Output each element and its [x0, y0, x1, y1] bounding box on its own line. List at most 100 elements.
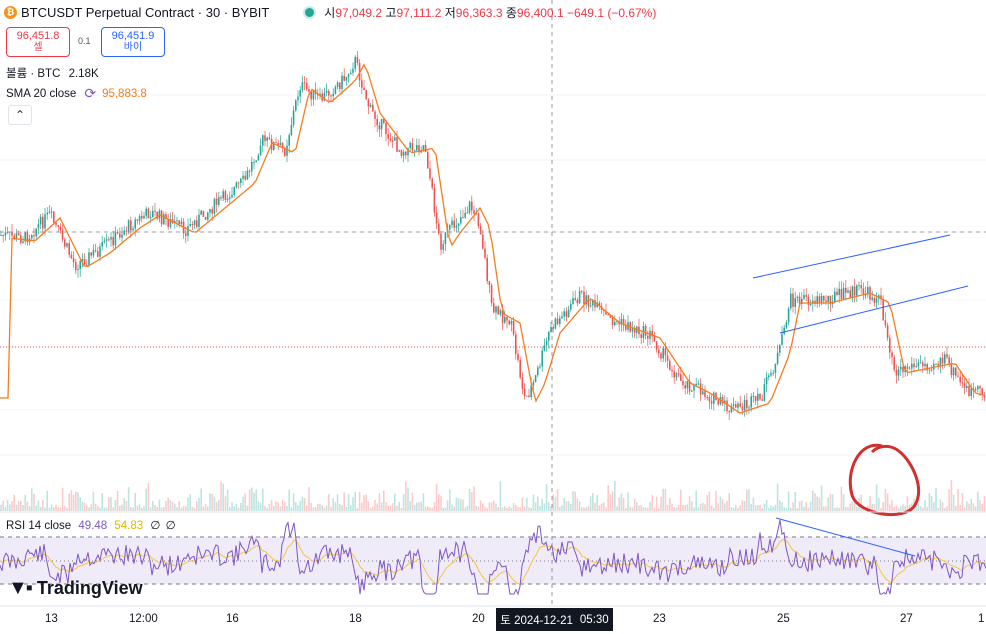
volume-bar	[585, 507, 587, 511]
candle-body	[57, 224, 59, 227]
volume-bar	[825, 506, 827, 511]
candle-body	[596, 302, 598, 308]
volume-bar	[290, 507, 293, 511]
volume-bar	[594, 502, 596, 511]
volume-bar	[567, 501, 570, 511]
candle-body	[897, 369, 900, 376]
volume-bar	[35, 505, 37, 511]
candle-body	[908, 368, 911, 370]
x-axis-label: 25	[777, 613, 790, 625]
candle-body	[246, 170, 249, 180]
tradingview-logo-text: TradingView	[36, 578, 143, 598]
volume-bar	[517, 506, 519, 511]
sma-value: 95,883.8	[102, 87, 147, 100]
candle-body	[202, 210, 205, 217]
volume-bar	[405, 481, 407, 511]
volume-bar	[407, 487, 409, 511]
volume-bar	[792, 502, 794, 511]
volume-bar	[930, 495, 933, 511]
candle-body	[132, 228, 134, 231]
volume-bar	[686, 504, 689, 511]
candle-body	[435, 212, 438, 224]
volume-bar	[48, 507, 51, 511]
volume-bar	[358, 491, 361, 511]
candle-body	[957, 375, 959, 377]
candle-body	[178, 220, 180, 224]
candle-body	[653, 336, 656, 342]
tradingview-logo[interactable]: ▼▪ TradingView	[8, 577, 143, 600]
candle-body	[123, 230, 125, 235]
volume-bar	[264, 505, 266, 511]
volume-bar	[191, 506, 194, 511]
volume-bar	[378, 493, 381, 511]
candle-body	[231, 194, 233, 198]
candle-body	[103, 240, 106, 243]
volume-legend[interactable]: 볼륨 · BTC 2.18K	[6, 65, 99, 81]
volume-bar	[350, 505, 352, 511]
chart-grid	[0, 94, 986, 456]
candle-body	[48, 211, 51, 213]
candle-body	[277, 142, 279, 146]
volume-bar	[422, 493, 425, 511]
volume-bar	[715, 490, 717, 511]
buy-button[interactable]: 96,451.9 바이	[101, 27, 165, 57]
candle-body	[970, 388, 972, 397]
candle-body	[189, 224, 191, 226]
sma-legend[interactable]: SMA 20 close ⟳ 95,883.8	[6, 85, 147, 102]
volume-bar	[561, 505, 563, 511]
candle-body	[4, 232, 7, 236]
volume-bar	[446, 500, 449, 511]
trendline-upper[interactable]	[752, 234, 951, 279]
volume-bar	[211, 493, 213, 511]
volume-bar	[915, 503, 917, 511]
candle-body	[583, 291, 585, 305]
volume-bar	[543, 503, 546, 511]
candle-body	[253, 161, 255, 163]
candle-body	[473, 210, 475, 214]
candle-body	[512, 320, 515, 335]
volume-bar	[130, 506, 132, 511]
volume-bar	[108, 497, 110, 511]
candle-body	[776, 352, 779, 364]
volume-bar	[578, 501, 581, 511]
candle-body	[974, 389, 977, 391]
hand-drawn-circle-annotation[interactable]	[848, 443, 921, 517]
candle-body	[440, 233, 442, 250]
candle-body	[354, 56, 356, 69]
candle-body	[944, 354, 946, 364]
candle-body	[112, 237, 114, 246]
volume-bar	[620, 493, 623, 511]
volume-bar	[345, 506, 348, 511]
candle-body	[746, 399, 748, 409]
volume-bar	[330, 506, 332, 511]
volume-bar	[259, 502, 262, 511]
candle-body	[937, 363, 939, 366]
candle-body	[862, 288, 865, 295]
volume-bar	[121, 504, 123, 511]
volume-bar	[369, 507, 372, 511]
volume-bar	[391, 502, 394, 511]
symbol-title[interactable]: BTCUSDT Perpetual Contract · 30 · BYBIT	[21, 4, 270, 20]
volume-bar	[818, 497, 821, 511]
candle-body	[686, 381, 689, 389]
rsi-legend[interactable]: RSI 14 close 49.48 54.83 ∅ ∅	[6, 518, 176, 532]
volume-bar	[607, 485, 609, 511]
candle-body	[528, 395, 530, 398]
volume-bar	[332, 498, 334, 511]
volume-bar	[761, 507, 763, 511]
candle-body	[860, 285, 862, 289]
candle-body	[248, 170, 251, 172]
collapse-legend-button[interactable]: ⌃	[8, 105, 32, 125]
rsi-trendline[interactable]	[775, 517, 916, 557]
volume-bar	[917, 503, 920, 511]
volume-bar	[468, 488, 471, 511]
candle-body	[783, 327, 785, 334]
sell-button[interactable]: 96,451.8 셀	[6, 27, 70, 57]
volume-label: 볼륨 · BTC	[6, 68, 61, 80]
candle-body	[167, 219, 169, 227]
volume-bar	[284, 501, 286, 511]
trendline-lower[interactable]	[779, 285, 969, 334]
volume-bar	[341, 505, 343, 511]
volume-bar	[486, 507, 488, 511]
